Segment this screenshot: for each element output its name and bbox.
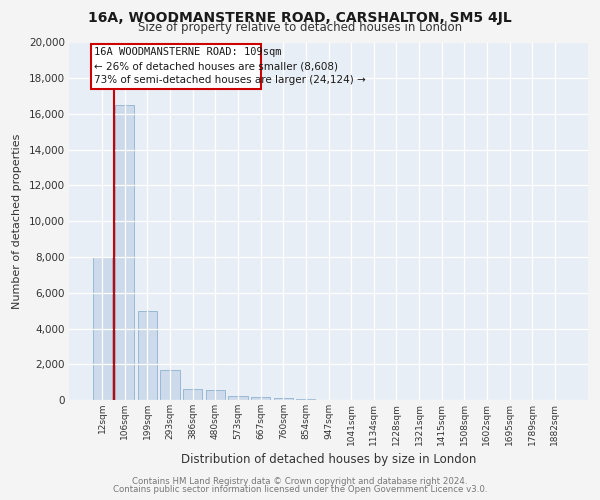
Bar xyxy=(138,310,157,400)
Bar xyxy=(92,257,112,400)
Bar xyxy=(91,44,260,89)
Bar xyxy=(229,396,248,400)
Y-axis label: Number of detached properties: Number of detached properties xyxy=(12,134,22,309)
Bar xyxy=(296,398,316,400)
Bar xyxy=(251,397,270,400)
Text: Contains HM Land Registry data © Crown copyright and database right 2024.: Contains HM Land Registry data © Crown c… xyxy=(132,477,468,486)
Text: ← 26% of detached houses are smaller (8,608): ← 26% of detached houses are smaller (8,… xyxy=(94,62,338,72)
Text: 16A, WOODMANSTERNE ROAD, CARSHALTON, SM5 4JL: 16A, WOODMANSTERNE ROAD, CARSHALTON, SM5… xyxy=(88,11,512,25)
Text: 16A WOODMANSTERNE ROAD: 109sqm: 16A WOODMANSTERNE ROAD: 109sqm xyxy=(94,47,282,57)
Bar xyxy=(206,390,225,400)
Bar xyxy=(160,370,180,400)
Bar xyxy=(183,390,202,400)
X-axis label: Distribution of detached houses by size in London: Distribution of detached houses by size … xyxy=(181,453,476,466)
Bar xyxy=(115,105,134,400)
Text: 73% of semi-detached houses are larger (24,124) →: 73% of semi-detached houses are larger (… xyxy=(94,74,366,85)
Text: Contains public sector information licensed under the Open Government Licence v3: Contains public sector information licen… xyxy=(113,485,487,494)
Text: Size of property relative to detached houses in London: Size of property relative to detached ho… xyxy=(138,21,462,34)
Bar xyxy=(274,398,293,400)
